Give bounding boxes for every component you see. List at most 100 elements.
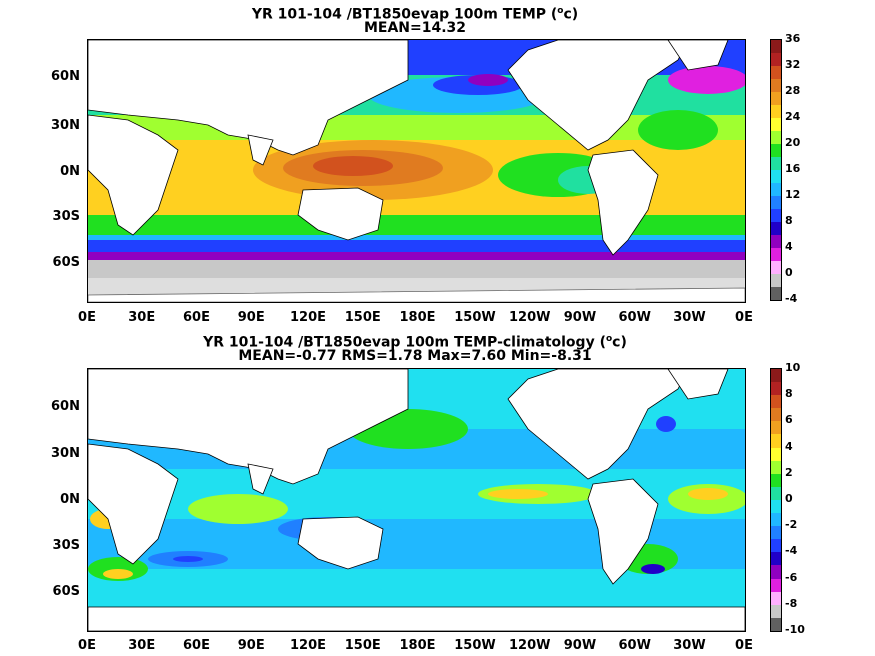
panel1-xtick: 150W xyxy=(454,310,496,325)
panel2-colorbar-segment xyxy=(771,578,781,592)
panel1-colorbar-segment xyxy=(771,235,781,248)
panel1-colorbar-segment xyxy=(771,196,781,209)
panel2-xtick: 120W xyxy=(509,638,551,653)
panel2-ytick-30s: 30S xyxy=(52,538,80,553)
panel2-xtick: 150W xyxy=(454,638,496,653)
panel1-map xyxy=(87,39,746,303)
panel1-xtick: 0E xyxy=(78,310,96,325)
panel1-colorbar-segment xyxy=(771,40,781,53)
panel2-colorbar-segment xyxy=(771,499,781,514)
panel1-colorbar-label: 4 xyxy=(785,240,793,253)
panel1-colorbar-segment xyxy=(771,157,781,170)
panel2-colorbar-segment xyxy=(771,395,781,409)
panel2-colorbar-label: 8 xyxy=(785,387,793,401)
panel2-colorbar-label: 2 xyxy=(785,465,793,479)
panel2-colorbar-segment xyxy=(771,473,781,487)
panel2-colorbar-label: 10 xyxy=(785,361,801,374)
panel1-colorbar-segment xyxy=(771,144,781,157)
panel1-colorbar-label: 12 xyxy=(785,188,801,201)
panel1-colorbar-label: 24 xyxy=(785,110,801,123)
panel1-colorbar xyxy=(770,39,782,301)
panel2-xtick: 60W xyxy=(618,638,651,653)
panel2-xtick: 0E xyxy=(735,638,753,653)
panel2-colorbar-segment xyxy=(771,434,781,448)
panel2-ytick-0n: 0N xyxy=(60,492,80,507)
panel1-ytick-30n: 30N xyxy=(51,118,80,133)
panel1-ytick-60s: 60S xyxy=(52,255,80,270)
panel2-subtitle: MEAN=-0.77 RMS=1.78 Max=7.60 Min=-8.31 xyxy=(238,348,592,364)
panel1-colorbar-label: 16 xyxy=(785,162,801,175)
panel1-colorbar-segment xyxy=(771,248,781,261)
panel2-colorbar-label: -10 xyxy=(785,623,805,636)
panel1-xtick: 60W xyxy=(618,310,651,325)
panel1-xtick: 30W xyxy=(673,310,706,325)
panel1-colorbar-segment xyxy=(771,183,781,196)
panel1-colorbar-segment xyxy=(771,92,781,105)
panel2-title: YR 101-104 /BT1850evap 100m TEMP-climato… xyxy=(203,334,627,351)
panel2-colorbar-segment xyxy=(771,460,781,474)
panel1-colorbar-segment xyxy=(771,261,781,274)
panel1-xtick: 90E xyxy=(237,310,265,325)
panel1-colorbar-segment xyxy=(771,66,781,79)
panel1-xtick: 150E xyxy=(344,310,381,325)
panel2-colorbar-segment xyxy=(771,369,781,383)
panel2-colorbar-segment xyxy=(771,617,781,631)
panel2-colorbar-label: -2 xyxy=(785,518,798,532)
panel1-ytick-0n: 0N xyxy=(60,164,80,179)
panel2-xtick: 60E xyxy=(183,638,210,653)
panel1-xtick: 30E xyxy=(128,310,156,325)
panel2-colorbar-label: -6 xyxy=(785,570,798,584)
panel2-xtick: 30E xyxy=(128,638,156,653)
panel2-colorbar-segment xyxy=(771,408,781,422)
panel2-xtick: 150E xyxy=(344,638,381,653)
panel1-colorbar-label: 8 xyxy=(785,214,793,227)
panel2-colorbar-segment xyxy=(771,382,781,396)
panel2-colorbar-segment xyxy=(771,447,781,461)
panel1-colorbar-label: 0 xyxy=(785,266,793,279)
panel1-ytick-30s: 30S xyxy=(52,209,80,224)
panel2-ytick-60n: 60N xyxy=(51,399,80,414)
panel2-colorbar-segment xyxy=(771,526,781,540)
panel2-colorbar-label: -4 xyxy=(785,544,798,558)
panel1-ytick-60n: 60N xyxy=(51,69,80,84)
panel2-colorbar xyxy=(770,368,782,632)
panel2-colorbar-segment xyxy=(771,604,781,618)
panel2-colorbar-segment xyxy=(771,513,781,527)
panel2-colorbar-label: -8 xyxy=(785,596,798,610)
panel1-colorbar-segment xyxy=(771,131,781,144)
panel1-colorbar-label: 28 xyxy=(785,84,801,97)
panel2-ytick-60s: 60S xyxy=(52,584,80,599)
panel2-xtick: 90W xyxy=(563,638,597,653)
panel2-colorbar-segment xyxy=(771,565,781,579)
panel2-xtick: 90E xyxy=(237,638,265,653)
panel1-colorbar-label: 36 xyxy=(785,32,801,45)
panel2-colorbar-label: 4 xyxy=(785,439,793,453)
panel1-xtick: 120E xyxy=(290,310,327,325)
panel1-colorbar-segment xyxy=(771,274,781,287)
panel2-xtick: 120E xyxy=(290,638,327,653)
panel2-colorbar-segment xyxy=(771,591,781,605)
panel2-colorbar-label: 6 xyxy=(785,413,793,427)
panel2-colorbar-segment xyxy=(771,421,781,435)
panel1-xtick: 120W xyxy=(509,310,551,325)
panel1-colorbar-label: 20 xyxy=(785,136,801,149)
panel1-colorbar-segment xyxy=(771,287,781,300)
panel1-colorbar-segment xyxy=(771,105,781,118)
panel2-colorbar-segment xyxy=(771,552,781,566)
panel2-colorbar-segment xyxy=(771,539,781,553)
panel1-colorbar-segment xyxy=(771,222,781,235)
panel2-xtick: 30W xyxy=(673,638,706,653)
panel2-colorbar-segment xyxy=(771,486,781,500)
panel1-colorbar-segment xyxy=(771,170,781,183)
panel2-ytick-30n: 30N xyxy=(51,446,80,461)
panel2-colorbar-label: 0 xyxy=(785,492,793,505)
panel1-colorbar-segment xyxy=(771,53,781,66)
panel1-colorbar-label: -4 xyxy=(785,292,798,305)
panel1-colorbar-segment xyxy=(771,79,781,92)
panel2-xtick: 0E xyxy=(78,638,96,653)
panel1-xtick: 60E xyxy=(183,310,210,325)
panel1-xtick: 180E xyxy=(399,310,436,325)
panel1-xtick: 90W xyxy=(563,310,597,325)
panel1-subtitle: MEAN=14.32 xyxy=(363,20,467,36)
panel2-xtick: 180E xyxy=(399,638,436,653)
